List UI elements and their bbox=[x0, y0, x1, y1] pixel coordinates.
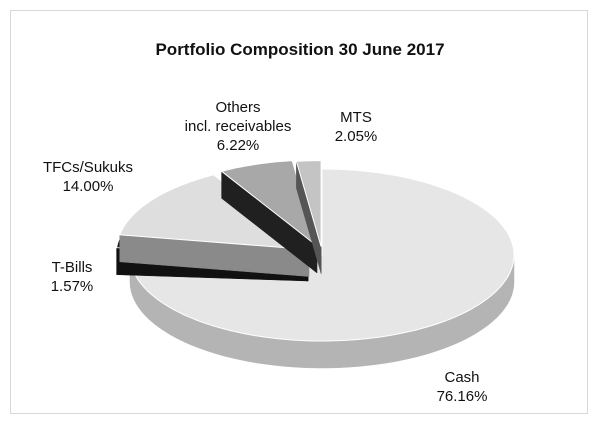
slice-value-label: 14.00% bbox=[62, 178, 114, 195]
slice bbox=[118, 174, 311, 251]
slice bbox=[220, 160, 318, 248]
slice-label: TFCs/Sukuks bbox=[42, 159, 133, 176]
slice-label: Others incl. receivables bbox=[184, 99, 292, 135]
slice bbox=[295, 160, 322, 247]
slice-label: T-Bills bbox=[51, 259, 93, 276]
slice-value-label: 2.05% bbox=[334, 128, 378, 145]
slice bbox=[129, 168, 515, 342]
chart-title: Portfolio Composition 30 June 2017 bbox=[155, 40, 445, 59]
slice-label: MTS bbox=[340, 109, 372, 126]
chart-frame bbox=[10, 10, 588, 414]
slice-value-label: 6.22% bbox=[216, 137, 260, 154]
slice-value-label: 76.16% bbox=[436, 388, 488, 405]
slice-label: Cash bbox=[444, 369, 480, 386]
slice-value-label: 1.57% bbox=[50, 278, 94, 295]
